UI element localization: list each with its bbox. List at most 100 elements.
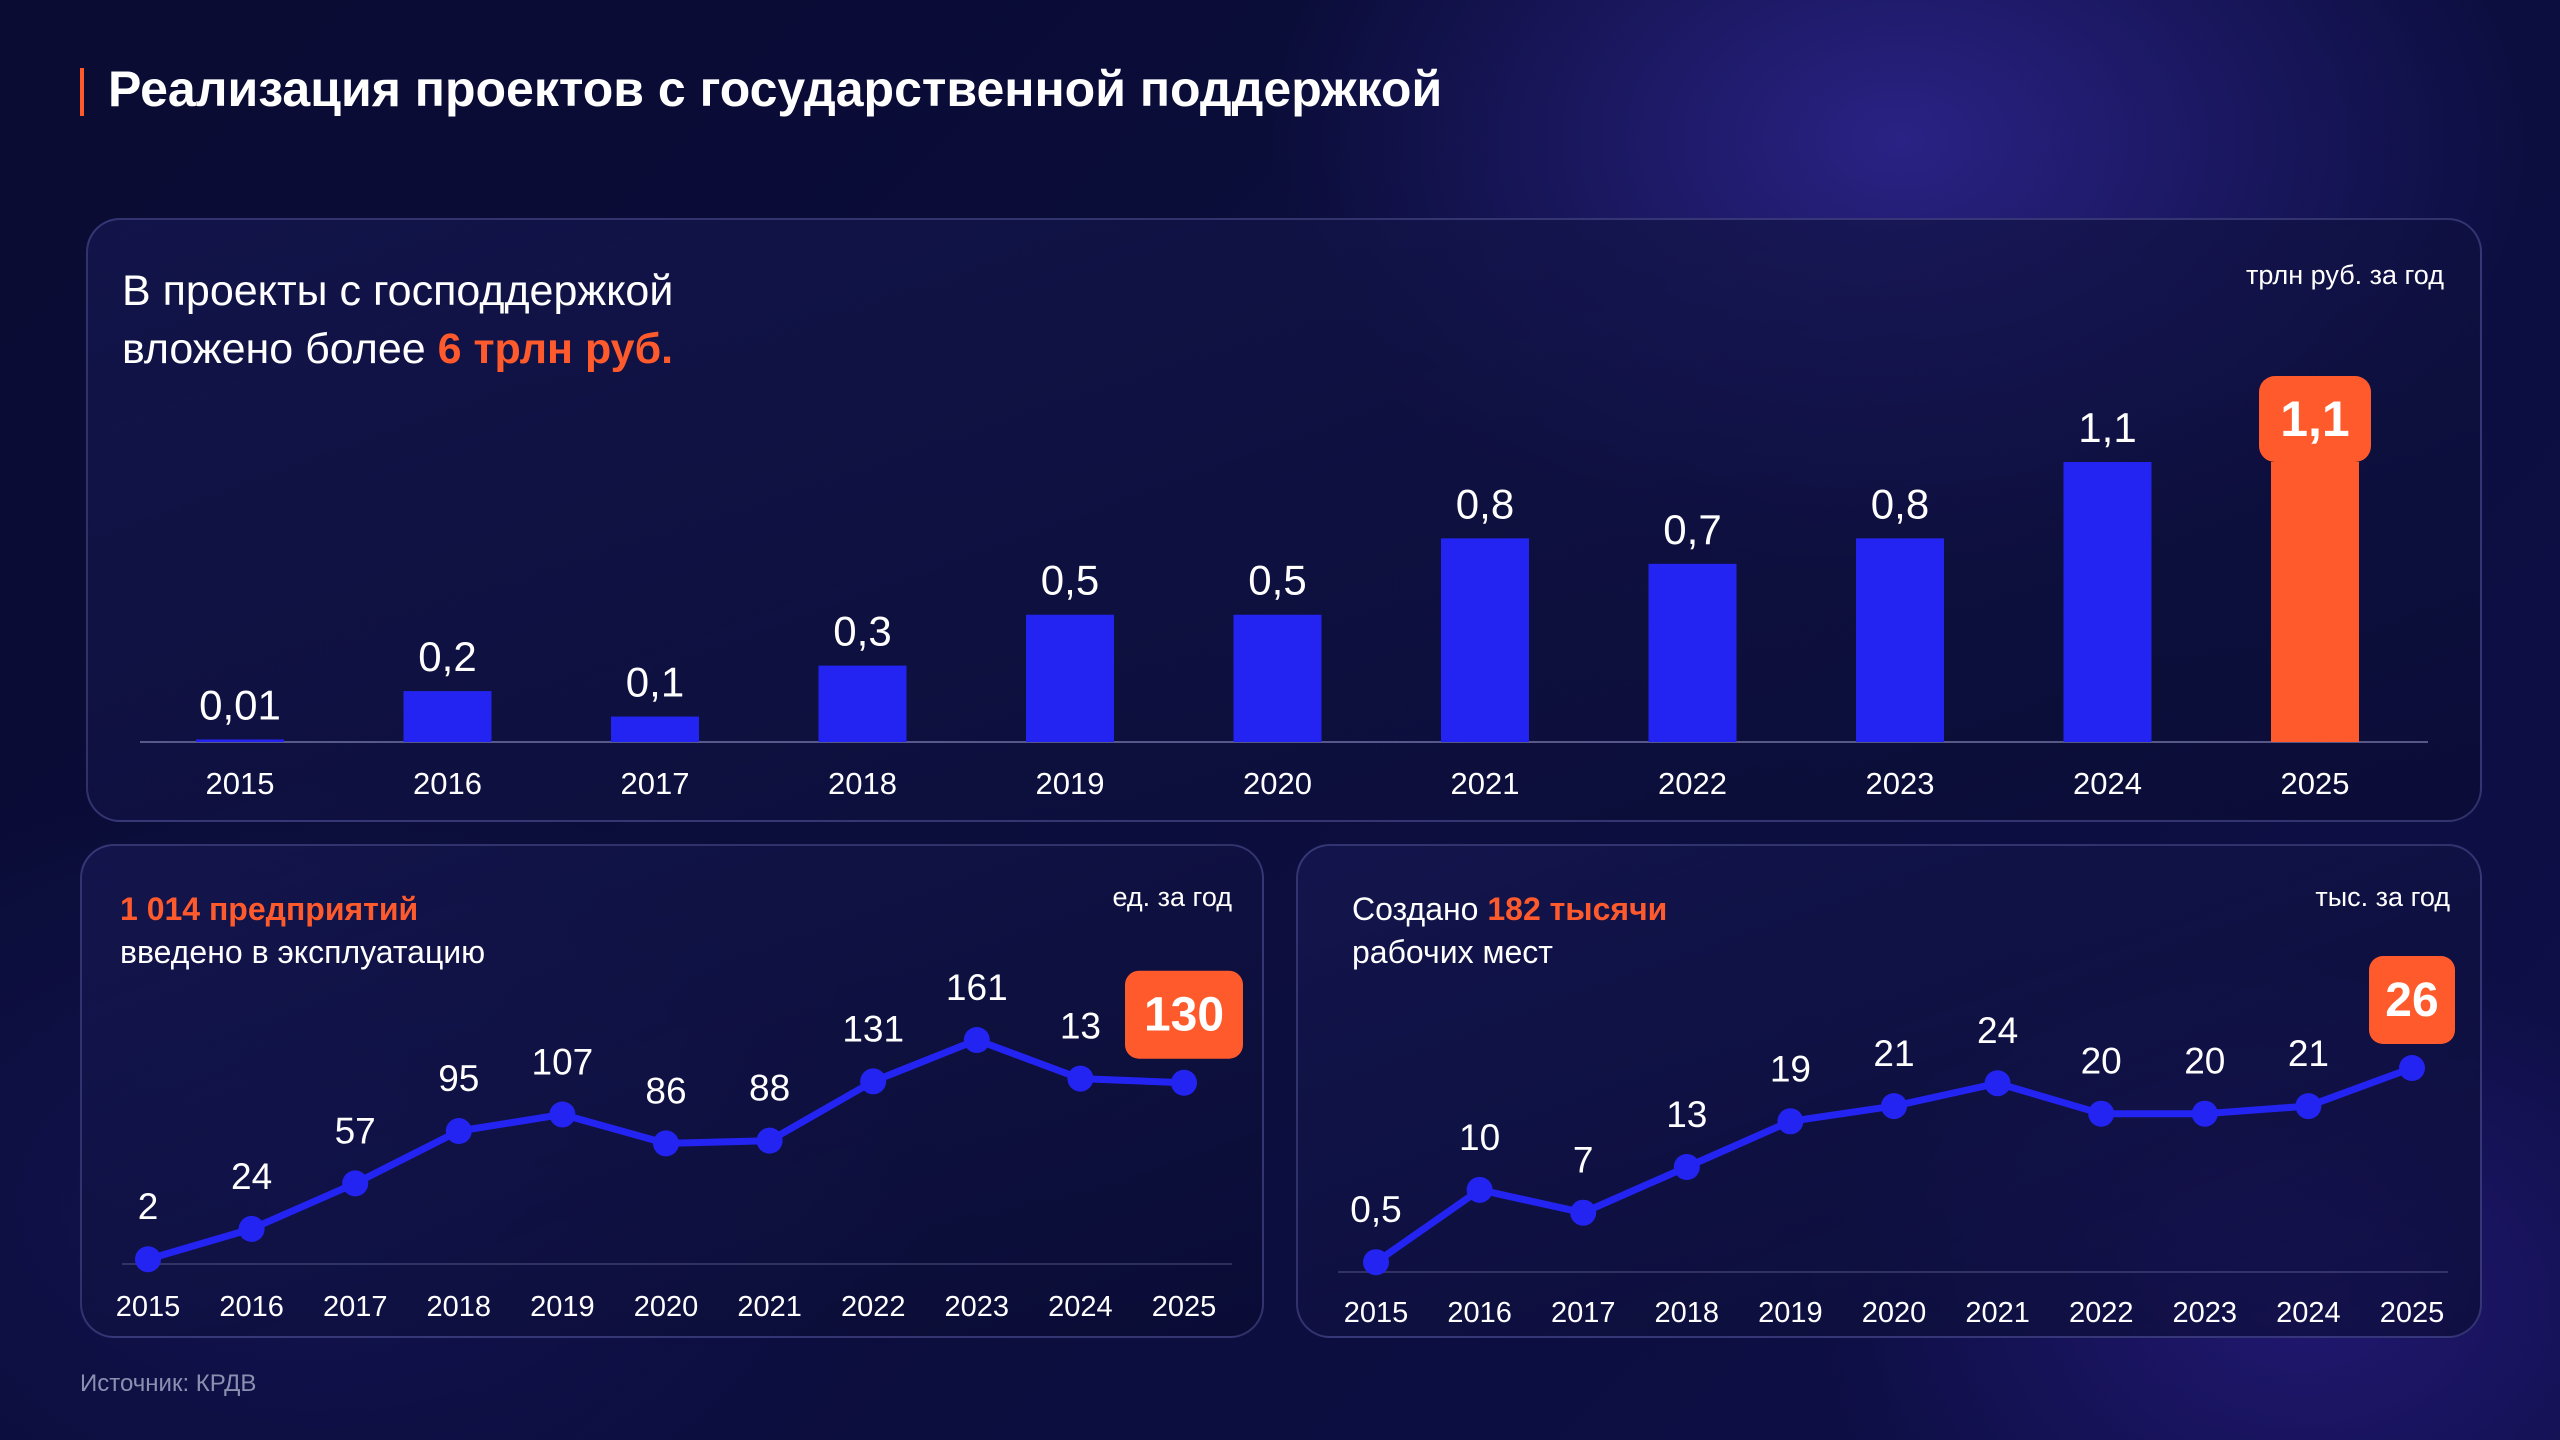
value-label-badge-2025 — [2369, 956, 2455, 1044]
tick-label-2018: 2018 — [427, 1291, 492, 1323]
value-label-2020: 21 — [1873, 1033, 1914, 1074]
data-point-2018 — [445, 1118, 472, 1145]
data-point-2015 — [1363, 1249, 1389, 1276]
value-label-2019: 19 — [1770, 1048, 1811, 1089]
value-label-2017: 57 — [335, 1110, 376, 1151]
value-label-2015: 2 — [138, 1186, 159, 1227]
value-label-2021: 88 — [749, 1068, 790, 1109]
value-label-2017: 7 — [1573, 1140, 1594, 1181]
tick-label-2016: 2016 — [219, 1291, 284, 1323]
value-label-2022: 131 — [842, 1008, 904, 1049]
data-point-2019 — [549, 1101, 576, 1128]
tick-label-2015: 2015 — [206, 766, 275, 801]
bar-2019 — [1026, 614, 1114, 742]
value-label-2023: 161 — [946, 967, 1008, 1008]
value-label-2024: 21 — [2288, 1033, 2329, 1074]
value-label-2017: 0,1 — [626, 659, 684, 706]
tick-label-2020: 2020 — [1862, 1297, 1927, 1329]
data-point-2017 — [342, 1170, 369, 1197]
tick-label-2024: 2024 — [1048, 1291, 1113, 1323]
investment-headline-line1: В проекты с господдержкой — [122, 267, 674, 315]
source-note: Источник: КРДВ — [80, 1370, 257, 1397]
value-label-2023: 0,8 — [1871, 480, 1929, 527]
value-label-2022: 20 — [2081, 1041, 2122, 1082]
tick-label-2021: 2021 — [1965, 1297, 2030, 1329]
tick-label-2016: 2016 — [1447, 1297, 1512, 1329]
tick-label-2019: 2019 — [530, 1291, 595, 1323]
bar-2020 — [1233, 614, 1322, 742]
value-label-2025: 1,1 — [2280, 391, 2350, 447]
bar-2018 — [818, 665, 907, 742]
bar-2024 — [2063, 462, 2152, 742]
tick-label-2015: 2015 — [116, 1291, 181, 1323]
page-title: Реализация проектов с государственной по… — [108, 61, 1443, 117]
data-point-2018 — [1673, 1154, 1700, 1180]
tick-label-2018: 2018 — [1655, 1297, 1720, 1329]
data-point-2024 — [1067, 1065, 1094, 1092]
value-label-2023: 20 — [2184, 1041, 2225, 1082]
enterprises-unit-label: ед. за год — [1112, 882, 1232, 912]
tick-label-2020: 2020 — [1243, 766, 1312, 801]
value-label-2018: 0,3 — [833, 608, 891, 655]
data-point-2022 — [2088, 1100, 2115, 1127]
value-label-badge-2025 — [1125, 970, 1243, 1059]
tick-label-2022: 2022 — [841, 1291, 906, 1323]
data-point-2022 — [860, 1068, 887, 1095]
bar-2017 — [611, 716, 699, 742]
value-label-2019: 107 — [532, 1041, 594, 1082]
investment-headline-prefix: вложено более — [122, 325, 438, 373]
investment-panel: В проекты с господдержкой вложено более … — [86, 218, 2482, 822]
value-label-2016: 0,2 — [418, 633, 476, 680]
data-point-2020 — [653, 1130, 679, 1157]
tick-label-2021: 2021 — [737, 1291, 802, 1323]
enterprises-panel: 1 014 предприятий введено в эксплуатацию… — [80, 844, 1264, 1338]
data-point-2025 — [2399, 1055, 2425, 1081]
value-label-2021: 24 — [1977, 1010, 2018, 1051]
data-point-2019 — [1777, 1108, 1804, 1135]
value-label-2025: 130 — [1144, 989, 1224, 1042]
bar-2022 — [1648, 563, 1737, 742]
enterprises-headline: 1 014 предприятий введено в эксплуатацию — [120, 888, 485, 974]
enterprises-line-chart: 2 2015 24 2016 57 2017 95 2018 107 2019 86 2020 88 20… — [116, 967, 1243, 1323]
tick-label-2023: 2023 — [945, 1291, 1010, 1323]
value-label-2016: 24 — [231, 1156, 272, 1197]
data-point-2017 — [1570, 1199, 1597, 1226]
tick-label-2019: 2019 — [1758, 1297, 1823, 1329]
tick-label-2025: 2025 — [2281, 766, 2350, 801]
investment-unit-label: трлн руб. за год — [2246, 260, 2444, 290]
data-point-2021 — [756, 1127, 783, 1154]
tick-label-2024: 2024 — [2073, 766, 2142, 801]
value-label-2020: 0,5 — [1248, 557, 1306, 604]
value-label-2024: 13 — [1060, 1006, 1101, 1047]
tick-label-2020: 2020 — [634, 1291, 699, 1323]
value-label-2015: 0,5 — [1350, 1189, 1401, 1230]
enterprises-total: 1 014 предприятий — [120, 891, 419, 927]
value-label-2020: 86 — [645, 1070, 686, 1111]
tick-label-2025: 2025 — [2380, 1297, 2445, 1329]
bar-2015 — [196, 739, 284, 742]
tick-label-2025: 2025 — [1152, 1291, 1217, 1323]
value-label-2019: 0,5 — [1041, 557, 1099, 604]
tick-label-2019: 2019 — [1036, 766, 1105, 801]
data-point-2023 — [963, 1027, 990, 1053]
jobs-unit-label: тыс. за год — [2315, 882, 2450, 912]
data-point-2024 — [2295, 1093, 2322, 1120]
jobs-total: 182 тысячи — [1487, 891, 1668, 927]
data-point-2023 — [2191, 1100, 2218, 1127]
data-point-2015 — [135, 1246, 161, 1273]
investment-headline-line2: вложено более 6 трлн руб. — [122, 320, 673, 378]
tick-label-2015: 2015 — [1344, 1297, 1409, 1329]
title-accent-bar — [80, 68, 84, 116]
value-label-2018: 13 — [1666, 1094, 1707, 1135]
bar-2021 — [1441, 538, 1529, 742]
data-point-2021 — [1984, 1070, 2011, 1097]
tick-label-2017: 2017 — [323, 1291, 388, 1323]
value-label-2016: 10 — [1459, 1117, 1500, 1158]
value-label-badge-2025 — [2259, 376, 2371, 462]
tick-label-2023: 2023 — [2173, 1297, 2238, 1329]
jobs-headline-line2: рабочих мест — [1352, 934, 1553, 970]
data-point-2020 — [1881, 1093, 1907, 1120]
tick-label-2018: 2018 — [828, 766, 897, 801]
investment-bar-chart: 0,01 2015 0,2 2016 0,1 2017 0,3 2018 0,5 2019 0,5 2… — [140, 376, 2428, 801]
tick-label-2016: 2016 — [413, 766, 482, 801]
